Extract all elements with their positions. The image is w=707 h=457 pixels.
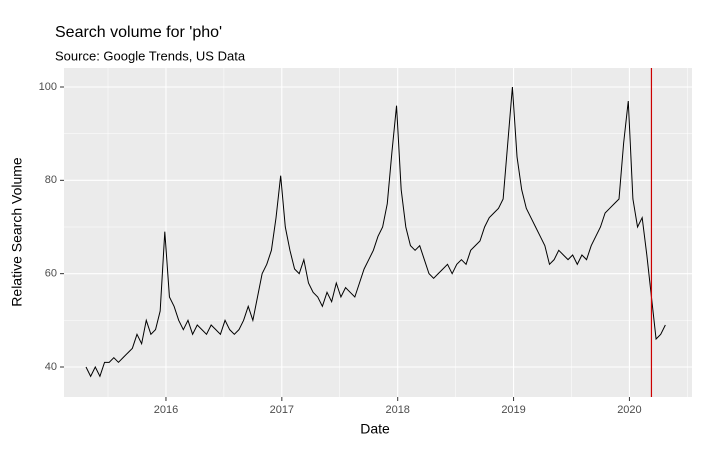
- y-axis-title: Relative Search Volume: [9, 157, 25, 307]
- x-tick-label: 2019: [501, 404, 525, 416]
- line-series: [85, 86, 666, 378]
- y-tick-label: 60: [45, 268, 57, 280]
- x-tick-label: 2020: [617, 404, 641, 416]
- chart-subtitle: Source: Google Trends, US Data: [55, 48, 246, 63]
- x-tick-label: 2016: [154, 404, 178, 416]
- y-tick-label: 100: [39, 81, 57, 93]
- panel: [64, 68, 692, 397]
- chart-title: Search volume for 'pho': [55, 24, 222, 41]
- y-tick-label: 80: [45, 174, 57, 186]
- x-axis-title: Date: [360, 421, 390, 437]
- x-tick-label: 2018: [385, 404, 409, 416]
- y-tick-label: 40: [45, 361, 57, 373]
- x-tick-label: 2017: [270, 404, 294, 416]
